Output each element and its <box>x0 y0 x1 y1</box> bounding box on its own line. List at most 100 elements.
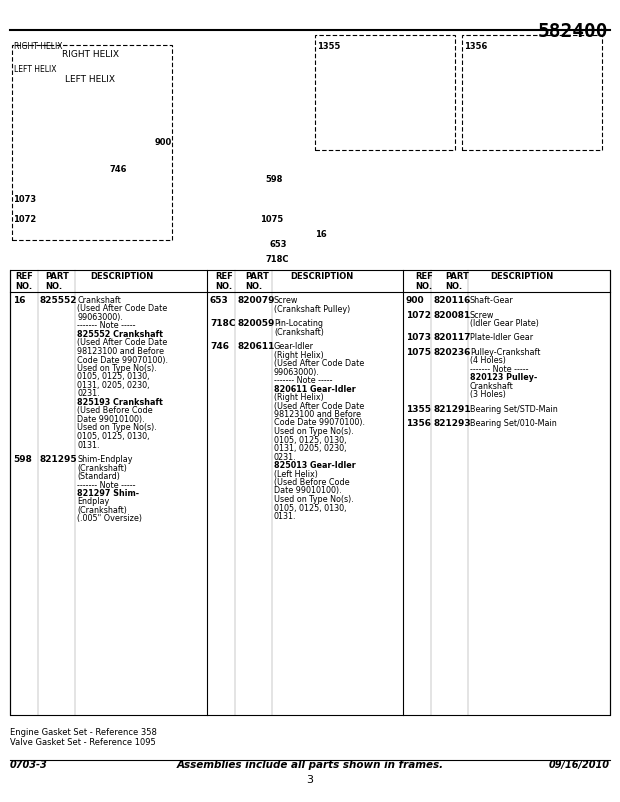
Text: (Right Helix): (Right Helix) <box>274 350 324 359</box>
Text: Bearing Set/STD-Main: Bearing Set/STD-Main <box>470 405 558 414</box>
Text: 0231.: 0231. <box>77 390 100 399</box>
Text: DESCRIPTION: DESCRIPTION <box>90 272 153 281</box>
Text: 582400: 582400 <box>538 22 608 41</box>
Text: (.005" Oversize): (.005" Oversize) <box>77 515 142 524</box>
Text: 1075: 1075 <box>260 215 283 224</box>
Text: 820117: 820117 <box>433 334 471 342</box>
Text: Bearing Set/010-Main: Bearing Set/010-Main <box>470 419 557 428</box>
FancyBboxPatch shape <box>315 35 455 150</box>
Text: Screw: Screw <box>470 310 494 319</box>
Text: Crankshaft: Crankshaft <box>77 296 121 305</box>
Text: 1355: 1355 <box>406 405 431 414</box>
Text: 0703-3: 0703-3 <box>10 760 48 770</box>
Text: 1072: 1072 <box>406 310 431 319</box>
Text: 825552: 825552 <box>40 296 78 305</box>
Text: 0105, 0125, 0130,: 0105, 0125, 0130, <box>77 372 149 382</box>
Text: Screw: Screw <box>274 296 298 305</box>
Text: 821297 Shim-: 821297 Shim- <box>77 489 139 498</box>
Text: Assemblies include all parts shown in frames.: Assemblies include all parts shown in fr… <box>177 760 443 770</box>
Text: 99063000).: 99063000). <box>274 367 320 376</box>
Text: Valve Gasket Set - Reference 1095: Valve Gasket Set - Reference 1095 <box>10 738 156 747</box>
Text: 0231.: 0231. <box>274 452 296 461</box>
Text: 821291: 821291 <box>433 405 471 414</box>
Text: 821293: 821293 <box>433 419 471 428</box>
Text: RIGHT HELIX: RIGHT HELIX <box>61 50 118 59</box>
Text: PART
NO.: PART NO. <box>445 272 469 291</box>
Text: 653: 653 <box>270 240 288 249</box>
Text: (Crankshaft): (Crankshaft) <box>77 464 127 472</box>
Text: LEFT HELIX: LEFT HELIX <box>14 65 56 74</box>
Text: 820123 Pulley-: 820123 Pulley- <box>470 374 538 383</box>
Text: 718C: 718C <box>210 319 236 328</box>
Text: 16: 16 <box>315 230 327 239</box>
Text: 820236: 820236 <box>433 348 471 357</box>
Text: PART
NO.: PART NO. <box>245 272 269 291</box>
Text: 1075: 1075 <box>406 348 431 357</box>
Text: 825552 Crankshaft: 825552 Crankshaft <box>77 330 163 339</box>
Text: (3 Holes): (3 Holes) <box>470 391 506 399</box>
Text: Used on Type No(s).: Used on Type No(s). <box>77 364 157 373</box>
Text: ------- Note -----: ------- Note ----- <box>470 365 528 374</box>
Text: 1073: 1073 <box>406 334 431 342</box>
Text: Used on Type No(s).: Used on Type No(s). <box>274 495 354 504</box>
Text: ------- Note -----: ------- Note ----- <box>77 480 136 489</box>
Text: 746: 746 <box>110 165 128 174</box>
Text: 820116: 820116 <box>433 296 471 305</box>
Text: Shaft-Gear: Shaft-Gear <box>470 296 514 305</box>
Text: (Right Helix): (Right Helix) <box>274 393 324 402</box>
Text: Engine Gasket Set - Reference 358: Engine Gasket Set - Reference 358 <box>10 728 157 737</box>
Text: 900: 900 <box>155 138 172 147</box>
Text: 3: 3 <box>306 775 314 785</box>
Text: ------- Note -----: ------- Note ----- <box>77 322 136 330</box>
Text: 900: 900 <box>406 296 425 305</box>
Text: 1073: 1073 <box>13 195 36 204</box>
Text: (Used After Code Date: (Used After Code Date <box>274 359 365 368</box>
Text: Gear-Idler: Gear-Idler <box>274 342 314 351</box>
Text: PART
NO.: PART NO. <box>45 272 69 291</box>
Text: 1072: 1072 <box>13 215 36 224</box>
Text: (Standard): (Standard) <box>77 472 120 481</box>
Text: 825193 Crankshaft: 825193 Crankshaft <box>77 398 162 407</box>
Text: (Used Before Code: (Used Before Code <box>274 478 350 487</box>
Text: 99063000).: 99063000). <box>77 313 123 322</box>
Text: 0105, 0125, 0130,: 0105, 0125, 0130, <box>274 504 347 512</box>
Text: Code Date 99070100).: Code Date 99070100). <box>77 355 168 364</box>
Text: 0131, 0205, 0230,: 0131, 0205, 0230, <box>77 381 149 390</box>
Text: 09/16/2010: 09/16/2010 <box>549 760 610 770</box>
Text: Shim-Endplay: Shim-Endplay <box>77 455 133 464</box>
Text: 0131.: 0131. <box>77 440 99 449</box>
Text: Used on Type No(s).: Used on Type No(s). <box>274 427 354 436</box>
Text: Date 99010100).: Date 99010100). <box>274 487 342 496</box>
Text: (Left Helix): (Left Helix) <box>274 469 318 479</box>
Text: (4 Holes): (4 Holes) <box>470 357 506 366</box>
Text: 0131.: 0131. <box>274 512 296 521</box>
Text: REF
NO.: REF NO. <box>215 272 232 291</box>
Text: REF
NO.: REF NO. <box>15 272 33 291</box>
FancyBboxPatch shape <box>462 35 602 150</box>
Text: 825013 Gear-Idler: 825013 Gear-Idler <box>274 461 356 470</box>
Text: Pin-Locating: Pin-Locating <box>274 319 323 328</box>
Text: 820081: 820081 <box>433 310 470 319</box>
Text: REF
NO.: REF NO. <box>415 272 433 291</box>
Text: (Crankshaft Pulley): (Crankshaft Pulley) <box>274 305 350 314</box>
Text: 598: 598 <box>13 455 32 464</box>
Text: Crankshaft: Crankshaft <box>470 382 514 391</box>
FancyBboxPatch shape <box>12 45 172 240</box>
Text: (Crankshaft): (Crankshaft) <box>274 327 324 337</box>
Text: 1356: 1356 <box>464 42 487 51</box>
Bar <box>10 270 610 715</box>
Text: 16: 16 <box>13 296 25 305</box>
Text: 821295: 821295 <box>40 455 78 464</box>
Text: Endplay: Endplay <box>77 497 109 507</box>
Text: DESCRIPTION: DESCRIPTION <box>290 272 353 281</box>
Text: 820059: 820059 <box>237 319 275 328</box>
Text: Pulley-Crankshaft: Pulley-Crankshaft <box>470 348 541 357</box>
Text: Code Date 99070100).: Code Date 99070100). <box>274 419 365 427</box>
Text: 98123100 and Before: 98123100 and Before <box>274 410 361 419</box>
Text: 653: 653 <box>210 296 229 305</box>
Text: 820079: 820079 <box>237 296 275 305</box>
Text: (Crankshaft): (Crankshaft) <box>77 506 127 515</box>
Text: Used on Type No(s).: Used on Type No(s). <box>77 423 157 432</box>
Text: DESCRIPTION: DESCRIPTION <box>490 272 553 281</box>
Text: 820611 Gear-Idler: 820611 Gear-Idler <box>274 384 356 394</box>
